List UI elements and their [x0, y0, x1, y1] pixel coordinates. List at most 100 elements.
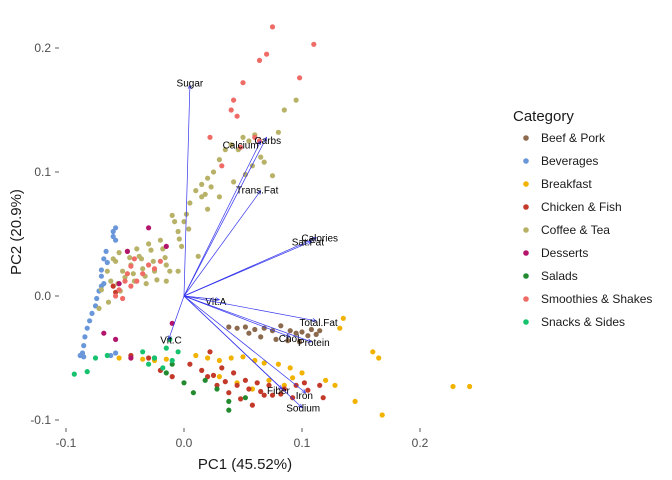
- point-0-8: [293, 330, 299, 336]
- point-2-24: [467, 383, 473, 390]
- point-4-1: [113, 258, 119, 264]
- point-8-7: [160, 365, 166, 371]
- point-8-10: [146, 361, 152, 367]
- point-6-1: [181, 380, 187, 386]
- point-7-4: [297, 75, 303, 81]
- point-4-42: [222, 147, 228, 153]
- legend-key-1: [523, 158, 529, 164]
- vector-label-total-fat: Total.Fat: [299, 318, 338, 329]
- point-4-23: [162, 255, 168, 261]
- point-3-17: [207, 349, 213, 355]
- vector-arrowhead-chol: [286, 333, 291, 338]
- point-3-4: [187, 361, 193, 367]
- point-2-23: [450, 383, 456, 390]
- point-4-43: [228, 142, 234, 148]
- point-5-0: [101, 330, 107, 336]
- point-2-14: [299, 370, 305, 376]
- point-4-26: [169, 212, 175, 218]
- point-7-25: [151, 266, 158, 272]
- point-7-13: [219, 163, 225, 169]
- vector-label-sodium: Sodium: [286, 404, 320, 415]
- x-tick-label: 0.2: [412, 436, 429, 450]
- point-4-8: [130, 271, 136, 277]
- point-0-13: [317, 328, 323, 334]
- point-2-17: [337, 325, 343, 331]
- point-0-0: [226, 324, 232, 330]
- y-tick-label: 0.0: [34, 289, 51, 303]
- point-6-9: [163, 370, 169, 376]
- point-2-2: [140, 356, 146, 362]
- point-4-41: [216, 157, 222, 163]
- point-2-9: [240, 354, 246, 360]
- point-4-25: [167, 268, 173, 274]
- y-tick-label: -0.1: [30, 413, 51, 427]
- point-3-12: [281, 386, 287, 392]
- legend-label-1: Beverages: [541, 154, 598, 168]
- legend-label-4: Coffee & Tea: [541, 223, 610, 237]
- point-0-9: [299, 329, 305, 335]
- point-2-7: [216, 357, 222, 364]
- point-7-7: [228, 107, 234, 113]
- point-4-54: [231, 179, 237, 185]
- point-3-30: [290, 395, 296, 401]
- vector-arrowhead-protein: [307, 338, 313, 343]
- x-axis-title: PC1 (45.52%): [198, 456, 292, 473]
- point-4-69: [199, 194, 205, 200]
- legend-key-5: [523, 250, 529, 256]
- legend-key-0: [523, 135, 529, 141]
- vector-label-vit-c: Vit.C: [160, 335, 182, 346]
- legend-key-6: [523, 273, 529, 279]
- point-5-6: [124, 248, 130, 254]
- point-7-15: [128, 263, 134, 269]
- point-3-5: [199, 367, 205, 373]
- vector-label-protein: Protein: [298, 338, 330, 349]
- point-7-1: [311, 41, 317, 47]
- vector-label-iron: Iron: [296, 391, 313, 402]
- vector-label-calcium: Calcium: [223, 141, 259, 152]
- point-1-5: [104, 259, 110, 266]
- point-0-2: [242, 324, 248, 330]
- legend-key-2: [523, 181, 529, 187]
- point-7-24: [146, 262, 152, 268]
- vector-arrowhead-iron: [301, 388, 307, 394]
- point-7-19: [113, 293, 119, 299]
- vector-label-vit-a: Vit.A: [205, 297, 226, 308]
- point-3-1: [146, 355, 152, 361]
- point-3-9: [246, 386, 252, 392]
- point-3-10: [258, 388, 264, 395]
- point-4-2: [116, 250, 122, 256]
- point-0-17: [285, 338, 291, 344]
- point-4-62: [96, 305, 102, 311]
- point-4-33: [186, 226, 192, 232]
- point-8-2: [104, 352, 110, 359]
- point-5-1: [113, 336, 119, 342]
- point-8-4: [151, 355, 158, 361]
- point-4-34: [187, 200, 193, 206]
- vector-label-carbs: Carbs: [254, 136, 281, 147]
- vector-label-calories: Calories: [301, 234, 338, 245]
- y-tick-label: 0.2: [34, 41, 51, 55]
- point-4-21: [157, 237, 163, 243]
- point-0-18: [297, 339, 303, 345]
- vector-arrowhead-sat-fat: [307, 240, 313, 245]
- point-5-5: [169, 320, 175, 326]
- legend-label-3: Chicken & Fish: [541, 200, 622, 214]
- point-4-18: [150, 258, 156, 264]
- vector-arrowhead-calories: [312, 237, 317, 241]
- point-0-4: [261, 325, 267, 331]
- legend-label-0: Beef & Pork: [541, 131, 606, 145]
- y-tick-label: 0.1: [34, 165, 51, 179]
- point-4-4: [122, 274, 128, 280]
- point-2-20: [376, 355, 382, 361]
- point-1-23: [98, 283, 104, 289]
- point-3-20: [242, 377, 248, 383]
- point-0-16: [273, 336, 279, 342]
- vector-calcium: [183, 140, 262, 297]
- points-layer: [71, 24, 473, 418]
- point-1-2: [110, 233, 116, 240]
- point-4-40: [210, 169, 217, 175]
- point-3-7: [222, 379, 228, 385]
- point-7-20: [120, 295, 126, 302]
- point-4-36: [199, 181, 205, 187]
- point-1-21: [113, 350, 119, 356]
